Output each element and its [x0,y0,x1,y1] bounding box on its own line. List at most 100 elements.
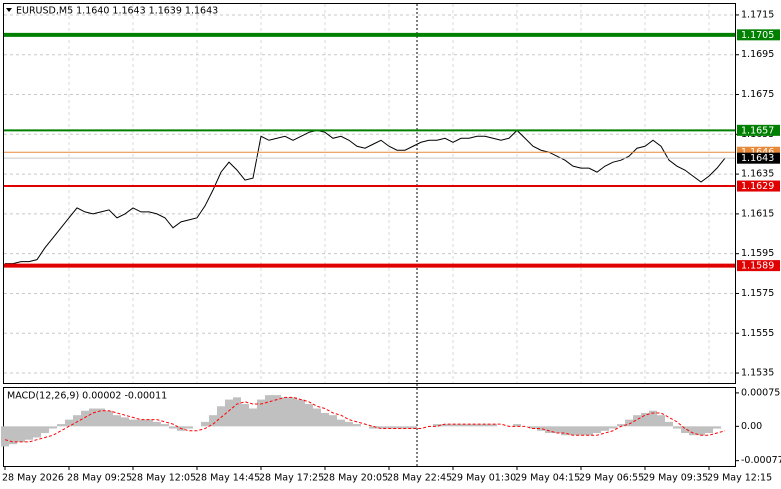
level-tag-label: 1.1705 [741,30,774,41]
y-tick-label: 0.00 [741,421,762,432]
macd-bar [457,424,465,427]
y-tick-label: -0.00077 [741,455,781,466]
macd-bar [337,419,345,427]
macd-bar [473,424,481,427]
macd-bar [697,426,705,436]
macd-bar [369,426,377,429]
macd-bar [25,426,33,440]
chart-title: EURUSD,M5 1.1640 1.1643 1.1639 1.1643 [16,6,218,17]
macd-bar [265,395,273,427]
macd-bar [217,406,225,427]
macd-bar [1,426,9,447]
macd-bar [609,426,617,429]
macd-bar [225,399,233,427]
x-tick-label: 29 May 09:35 [643,473,708,484]
macd-bar [665,421,673,427]
macd-bar [561,426,569,436]
x-tick-label: 29 May 04:15 [515,473,580,484]
x-tick-label: 29 May 01:30 [451,473,516,484]
macd-bar [289,397,297,427]
macd-bar [249,408,257,427]
macd-bar [241,404,249,427]
macd-bar [49,426,57,429]
macd-bar [65,419,73,427]
y-tick-label: 1.1535 [741,368,774,379]
macd-bar [449,424,457,427]
macd-bar [209,415,217,427]
macd-bar [273,395,281,427]
y-tick-label: 1.1555 [741,328,774,339]
y-tick-label: 1.1675 [741,89,774,100]
macd-bar [377,426,385,429]
macd-bar [433,424,441,427]
macd-bar [313,408,321,427]
macd-bar [169,426,177,429]
macd-bar [689,426,697,436]
x-tick-label: 29 May 12:15 [707,473,772,484]
main-frame [3,3,736,384]
level-tag [737,124,780,136]
x-tick-label: 28 May 2026 [2,473,64,484]
macd-bar [529,426,537,429]
y-tick-label: 1.1575 [741,288,774,299]
macd-bar [641,412,649,427]
x-tick-label: 28 May 09:25 [67,473,132,484]
y-tick-label: 1.1595 [741,248,774,259]
macd-bar [9,426,17,445]
x-tick-label: 28 May 12:05 [131,473,196,484]
macd-bar [489,424,497,427]
macd-bar [17,426,25,442]
macd-bar [681,426,689,434]
macd-bar [321,412,329,427]
macd-bar [113,415,121,427]
macd-bar [577,426,585,436]
macd-bar [89,408,97,427]
macd-bar [233,397,241,427]
level-tag-label: 1.1657 [741,125,774,136]
macd-bar [129,419,137,427]
x-tick-label: 28 May 22:45 [387,473,452,484]
level-tag-label: 1.1643 [741,153,774,164]
x-tick-label: 28 May 17:25 [259,473,324,484]
macd-bar [257,399,265,427]
macd-bar [657,415,665,427]
macd-bar [601,426,609,431]
macd-bar [537,426,545,431]
macd-bar [57,424,65,427]
macd-bar [385,426,393,429]
macd-bar [409,426,417,429]
macd-bar [105,410,113,427]
level-tag [737,260,780,272]
macd-bar [465,424,473,427]
macd-bar [185,426,193,429]
macd-title: MACD(12,26,9) 0.00002 -0.00011 [7,391,167,402]
macd-bar [97,408,105,427]
macd-bar [393,426,401,429]
macd-bar [153,421,161,427]
macd-bar [673,426,681,429]
macd-bar [305,404,313,427]
y-tick-label: 0.00075 [741,387,780,398]
macd-bar [161,424,169,427]
macd-bar [441,424,449,427]
macd-bar [593,426,601,434]
macd-bar [353,424,361,427]
y-tick-label: 1.1695 [741,49,774,60]
macd-bar [633,415,641,427]
level-tag [737,146,780,158]
level-tag-label: 1.1629 [741,181,774,192]
level-tag [737,29,780,41]
menu-arrow[interactable] [6,8,12,12]
macd-bar [513,424,521,427]
y-tick-label: 1.1715 [741,9,774,20]
macd-bar [329,415,337,427]
macd-bar [617,424,625,427]
macd-bar [705,426,713,434]
macd-bar [297,399,305,427]
macd-bar [81,410,89,427]
macd-bar [569,426,577,436]
level-tag-label: 1.1589 [741,261,774,272]
price-line [5,129,726,265]
macd-bar [121,417,129,427]
